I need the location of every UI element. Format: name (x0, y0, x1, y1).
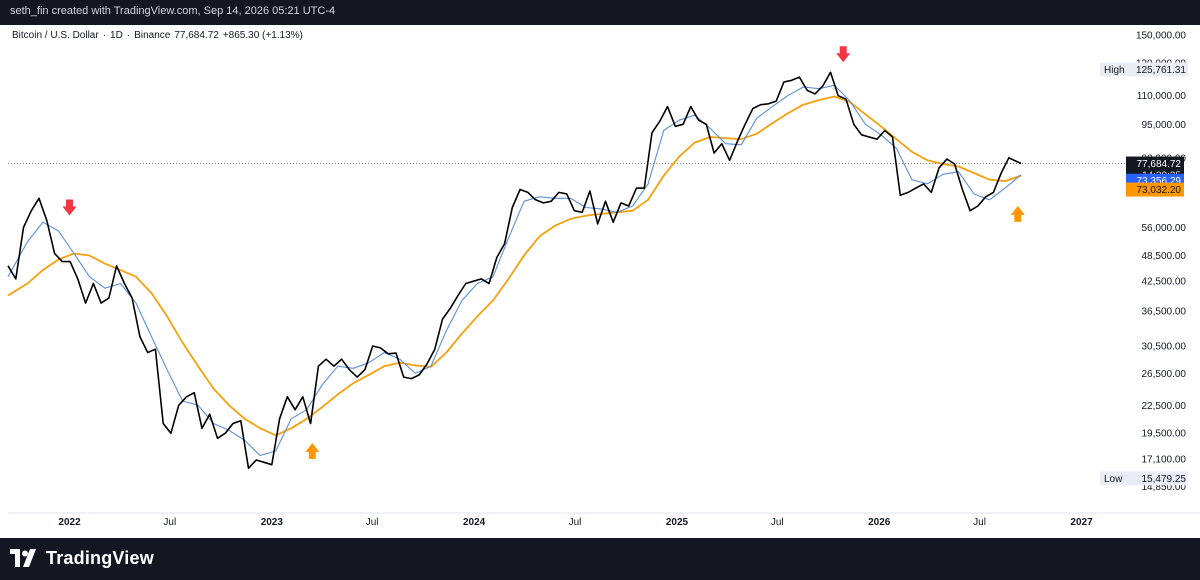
y-tick-label: 19,500.00 (1142, 429, 1187, 440)
ma-fast-label-value: 73,356.29 (1137, 176, 1182, 187)
y-tick-label: 36,500.00 (1142, 306, 1187, 317)
x-tick-label: Jul (163, 517, 176, 528)
y-tick-label: 110,000.00 (1137, 91, 1187, 102)
x-tick-label: 2024 (463, 517, 486, 528)
x-tick-label: Jul (771, 517, 784, 528)
series-line-ma-fast (7, 84, 1022, 457)
price-label-layer: High125,761.3177,684.7214:38:2573,356.29… (1100, 62, 1188, 486)
x-tick-label: 2023 (261, 517, 284, 528)
y-tick-label: 95,000.00 (1142, 120, 1187, 131)
y-tick-label: 17,100.00 (1142, 454, 1187, 465)
y-tick-label: 56,000.00 (1142, 223, 1187, 234)
x-tick-label: Jul (569, 517, 582, 528)
symbol-change: +865.30 (+1.13%) (222, 30, 303, 41)
sell-signal-arrow-icon (62, 199, 77, 216)
bottom-bar: TradingView (0, 538, 1200, 580)
y-tick-label: 22,500.00 (1142, 401, 1187, 412)
x-tick-label: 2022 (58, 517, 81, 528)
x-tick-label: 2025 (666, 517, 689, 528)
symbol-interval[interactable]: 1D (110, 30, 123, 41)
chart-frame[interactable]: 150,000.00130,000.00110,000.0095,000.008… (0, 25, 1200, 538)
last-price-label-value: 77,684.72 (1137, 159, 1182, 170)
y-tick-label: 26,500.00 (1142, 369, 1187, 380)
tradingview-logo-icon (10, 549, 36, 567)
price-chart[interactable]: 150,000.00130,000.00110,000.0095,000.008… (0, 25, 1200, 538)
ma-slow-label-value: 73,032.20 (1137, 185, 1182, 196)
sell-signal-arrow-icon (836, 46, 851, 63)
y-tick-label: 150,000.00 (1136, 31, 1186, 42)
symbol-name[interactable]: Bitcoin / U.S. Dollar (12, 30, 99, 41)
y-tick-label: 14,850.00 (1142, 482, 1187, 493)
series-line-price (7, 71, 1022, 469)
x-tick-label: 2026 (868, 517, 891, 528)
attribution-text: seth_fin created with TradingView.com, S… (10, 5, 336, 17)
symbol-info: Bitcoin / U.S. Dollar · 1D · Binance 77,684.7… (12, 30, 303, 41)
signal-layer (62, 46, 1025, 460)
low-label-box (1100, 471, 1188, 486)
symbol-price: 77,684.72 (174, 30, 219, 41)
x-tick-label: 2027 (1070, 517, 1093, 528)
axis-layer: 150,000.00130,000.00110,000.0095,000.008… (8, 31, 1200, 528)
symbol-exchange: Binance (134, 30, 171, 41)
brand-name: TradingView (46, 547, 154, 568)
y-tick-label: 48,500.00 (1142, 251, 1187, 262)
top-bar: seth_fin created with TradingView.com, S… (0, 0, 1200, 25)
x-tick-label: Jul (366, 517, 379, 528)
x-tick-label: Jul (973, 517, 986, 528)
high-label-box (1100, 62, 1188, 77)
buy-signal-arrow-icon (1010, 205, 1025, 222)
low-label-tag: Low (1104, 474, 1123, 485)
ma-slow-label-box (1126, 182, 1184, 197)
low-label-value: 15,479.25 (1142, 474, 1187, 485)
y-tick-label: 30,500.00 (1142, 341, 1187, 352)
y-tick-label: 42,500.00 (1142, 277, 1187, 288)
buy-signal-arrow-icon (305, 443, 320, 460)
series-line-ma-slow (7, 95, 1022, 437)
brand[interactable]: TradingView (10, 547, 154, 569)
series-layer (7, 71, 1022, 469)
high-label-tag: High (1104, 65, 1125, 76)
high-label-value: 125,761.31 (1136, 65, 1186, 76)
